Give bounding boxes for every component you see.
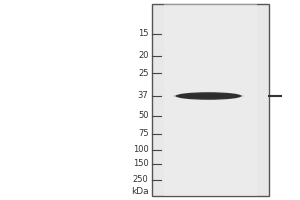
Text: 25: 25 [138,68,148,77]
Ellipse shape [176,92,242,100]
Text: 37: 37 [138,92,148,100]
Text: 75: 75 [138,130,148,138]
Text: 15: 15 [138,29,148,38]
Text: 50: 50 [138,112,148,120]
Text: 250: 250 [133,176,148,184]
Text: kDa: kDa [131,188,148,196]
Ellipse shape [173,94,244,98]
Text: 20: 20 [138,51,148,60]
Bar [164,4,256,196]
Text: 150: 150 [133,160,148,168]
Bar [152,4,268,196]
Text: 100: 100 [133,146,148,154]
